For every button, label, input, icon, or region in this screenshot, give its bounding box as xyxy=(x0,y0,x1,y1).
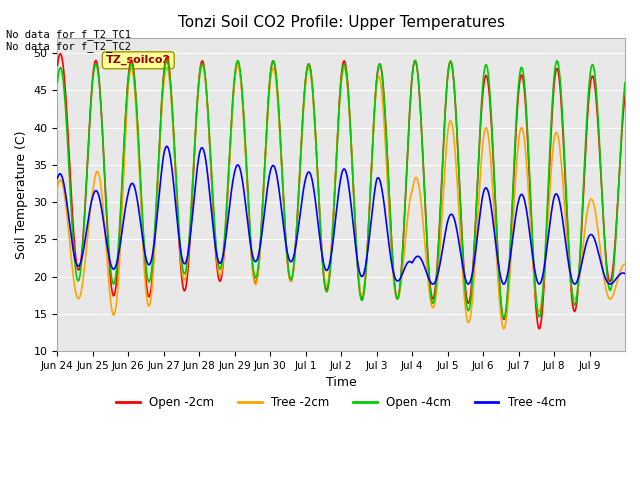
Text: TZ_soilco2: TZ_soilco2 xyxy=(106,55,171,65)
Y-axis label: Soil Temperature (C): Soil Temperature (C) xyxy=(15,131,28,259)
X-axis label: Time: Time xyxy=(326,376,356,389)
Text: No data for f_T2_TC1
No data for f_T2_TC2: No data for f_T2_TC1 No data for f_T2_TC… xyxy=(6,29,131,52)
Title: Tonzi Soil CO2 Profile: Upper Temperatures: Tonzi Soil CO2 Profile: Upper Temperatur… xyxy=(178,15,505,30)
Legend: Open -2cm, Tree -2cm, Open -4cm, Tree -4cm: Open -2cm, Tree -2cm, Open -4cm, Tree -4… xyxy=(112,392,571,414)
